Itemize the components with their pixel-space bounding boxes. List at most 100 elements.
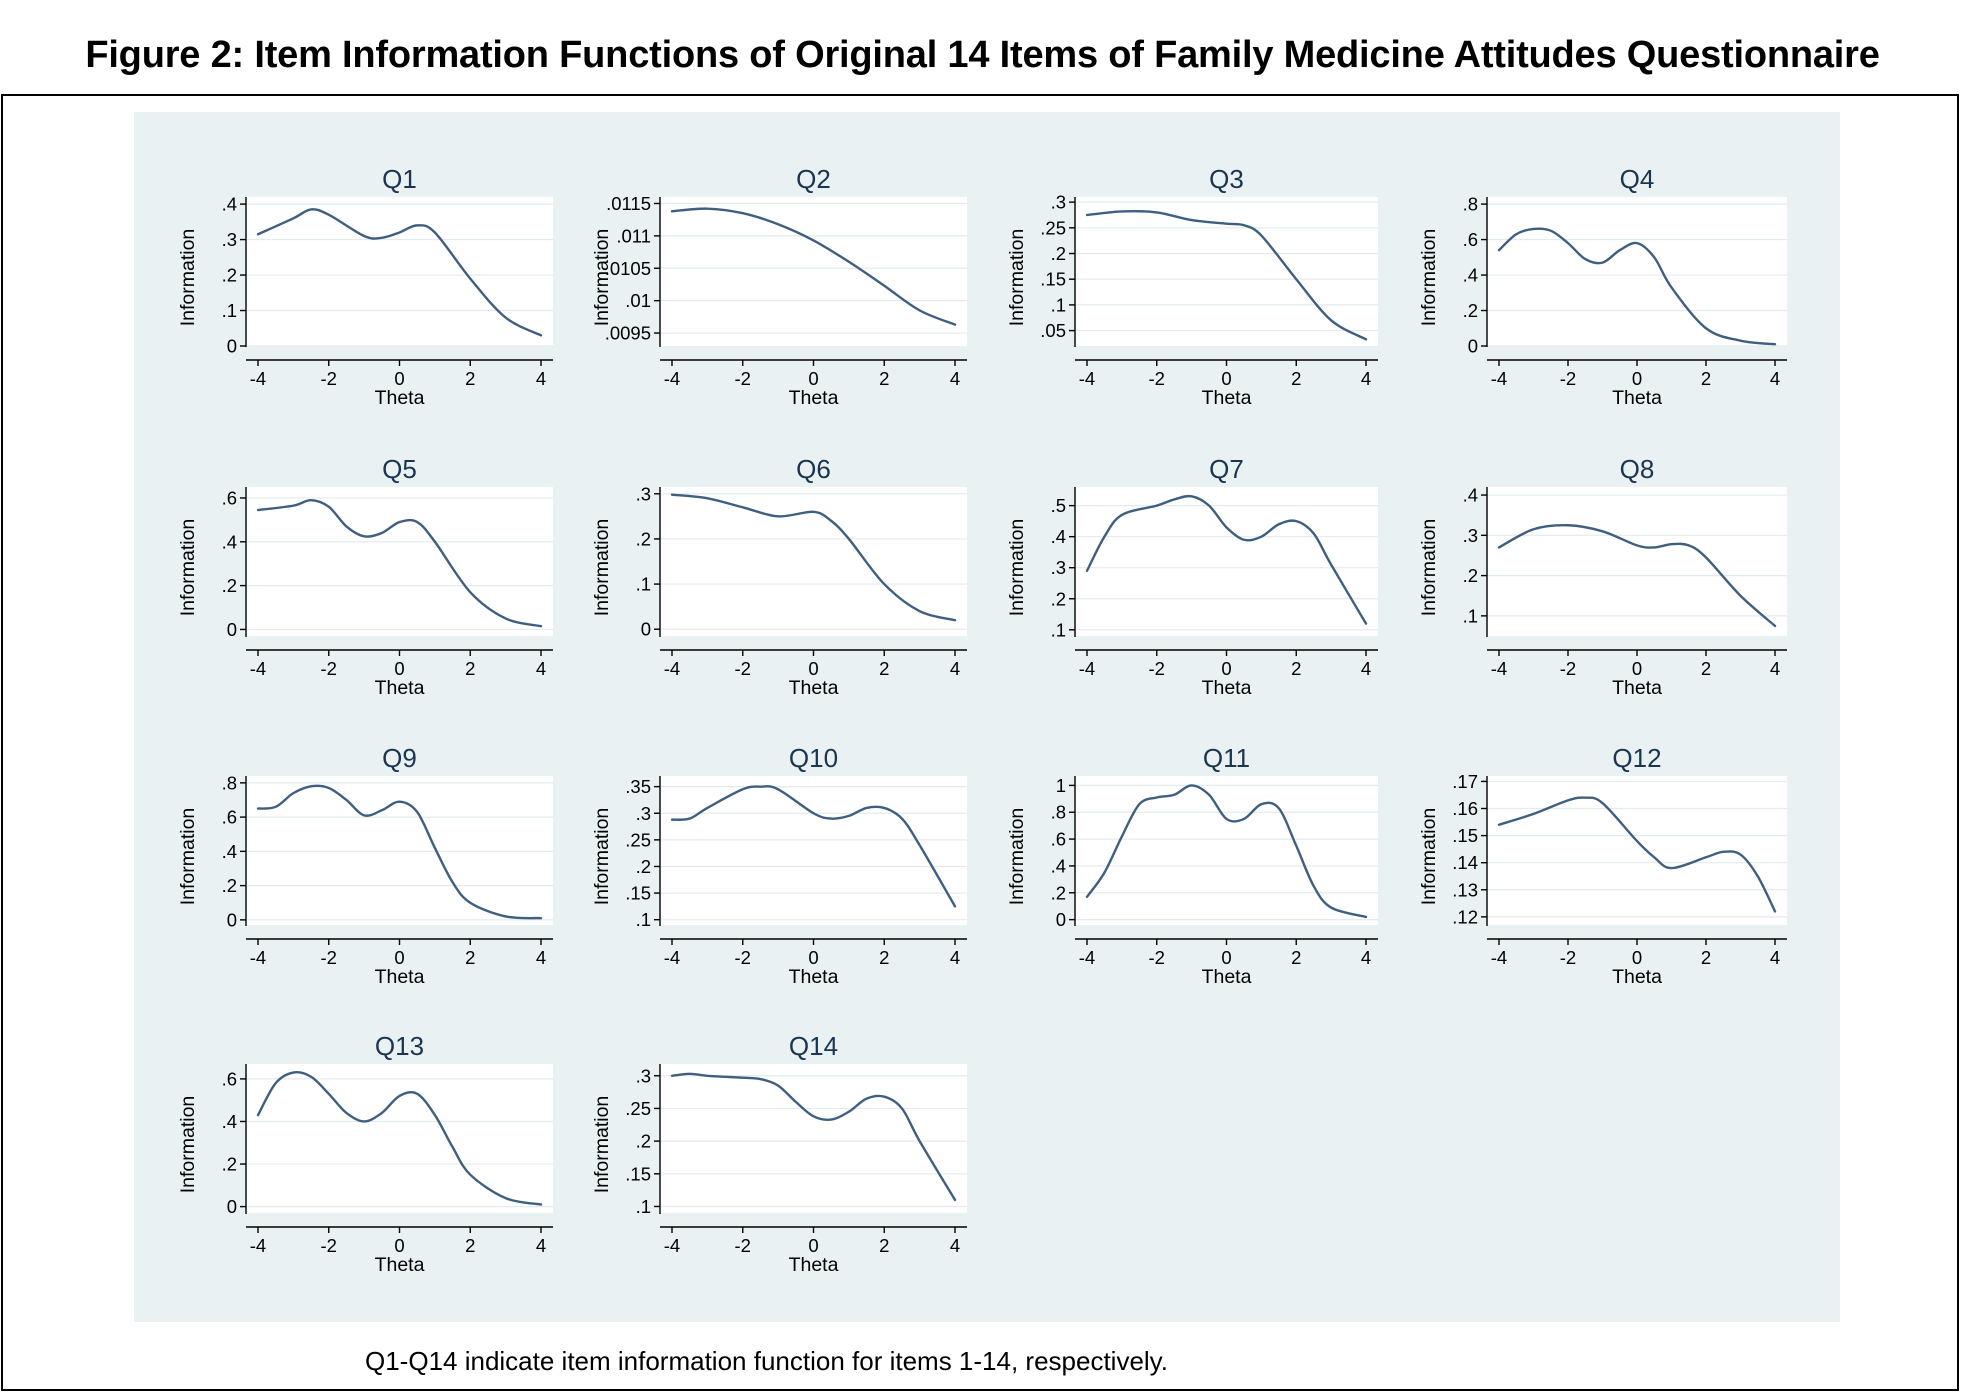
q2-xlabel: Theta [789, 387, 839, 409]
q1-ytick-label-4: .4 [222, 194, 237, 215]
figure-caption: Q1-Q14 indicate item information functio… [365, 1346, 1168, 1376]
q7-xtick-label-0: -4 [1079, 658, 1095, 679]
q6-ylabel: Information [591, 519, 613, 617]
q6-xtick-label-2: 0 [808, 658, 818, 679]
figure-title: Figure 2: Item Information Functions of … [85, 34, 1880, 76]
q4-xtick-label-4: 4 [1770, 368, 1780, 389]
q12-ytick-label-0: .12 [1452, 906, 1478, 927]
q8-xtick-label-0: -4 [1491, 658, 1507, 679]
q12-xtick-label-4: 4 [1770, 947, 1780, 968]
q7-ytick-label-0: .1 [1051, 619, 1066, 640]
q13-title: Q13 [375, 1031, 424, 1061]
q6-ytick-label-1: .1 [636, 574, 651, 595]
q2-ytick-label-0: .0095 [605, 323, 651, 344]
q8-title: Q8 [1620, 454, 1655, 484]
q2-ytick-label-4: .0115 [606, 193, 651, 214]
q5-xtick-label-4: 4 [536, 658, 546, 679]
q11-ytick-label-4: .8 [1051, 802, 1066, 823]
q11-xtick-label-3: 2 [1291, 947, 1301, 968]
q13-plot-area [246, 1064, 553, 1213]
subplot-q13: 0 .2 .4 .6 -4 -2 0 2 4 Q13 Theta Information [177, 1031, 553, 1276]
q10-xtick-label-1: -2 [735, 947, 751, 968]
q8-ytick-label-2: .3 [1463, 525, 1478, 546]
q10-xtick-label-4: 4 [950, 947, 960, 968]
q11-xlabel: Theta [1202, 966, 1252, 988]
q7-xtick-label-3: 2 [1291, 658, 1301, 679]
q9-xtick-label-2: 0 [394, 947, 404, 968]
q13-information-curve [256, 1071, 543, 1206]
q13-ytick-label-0: 0 [227, 1196, 237, 1217]
q6-xtick-label-1: -2 [735, 658, 751, 679]
subplot-q1: 0 .1 .2 .3 .4 -4 -2 0 2 4 Q1 Theta Information [177, 164, 553, 409]
q9-xtick-label-1: -2 [321, 947, 337, 968]
q7-xtick-label-4: 4 [1361, 658, 1371, 679]
q12-ytick-label-3: .15 [1452, 825, 1478, 846]
q7-information-curve [1085, 494, 1368, 625]
q11-ytick-label-5: 1 [1056, 775, 1066, 796]
q8-xtick-label-4: 4 [1770, 658, 1780, 679]
q10-ylabel: Information [591, 808, 613, 906]
q11-ylabel: Information [1006, 808, 1028, 906]
q5-xtick-label-0: -4 [250, 658, 266, 679]
q6-xlabel: Theta [789, 677, 839, 699]
q11-plot-area [1075, 776, 1378, 925]
q3-ytick-label-3: .2 [1051, 243, 1066, 264]
q4-ytick-label-3: .6 [1463, 229, 1478, 250]
q12-ytick-label-4: .16 [1452, 798, 1478, 819]
q2-ytick-label-2: .0105 [605, 258, 651, 279]
q11-xtick-label-2: 0 [1221, 947, 1231, 968]
q7-xtick-label-1: -2 [1149, 658, 1165, 679]
q4-xtick-label-2: 0 [1632, 368, 1642, 389]
q1-ylabel: Information [177, 229, 199, 327]
q9-ytick-label-2: .4 [222, 841, 237, 862]
q5-information-curve [256, 498, 543, 628]
q10-ytick-label-5: .35 [625, 776, 651, 797]
q7-xtick-label-2: 0 [1221, 658, 1231, 679]
subplot-q9: 0 .2 .4 .6 .8 -4 -2 0 2 4 Q9 Theta Information [177, 743, 553, 988]
q5-xlabel: Theta [375, 677, 425, 699]
q13-xtick-label-0: -4 [250, 1235, 266, 1256]
q2-xtick-label-3: 2 [879, 368, 889, 389]
q9-xtick-label-4: 4 [536, 947, 546, 968]
q9-xlabel: Theta [375, 966, 425, 988]
q4-ytick-label-2: .4 [1463, 265, 1478, 286]
q3-title: Q3 [1209, 164, 1244, 194]
q1-ytick-label-0: 0 [227, 336, 237, 357]
subplot-q8: .1 .2 .3 .4 -4 -2 0 2 4 Q8 Theta Information [1418, 454, 1787, 699]
q2-ylabel: Information [591, 229, 613, 327]
q12-xtick-label-0: -4 [1491, 947, 1507, 968]
q14-xtick-label-2: 0 [808, 1235, 818, 1256]
q8-ytick-label-0: .1 [1463, 605, 1478, 626]
q10-ytick-label-3: .25 [625, 829, 651, 850]
q8-ytick-label-1: .2 [1463, 565, 1478, 586]
subplot-q10: .1 .15 .2 .25 .3 .35 -4 -2 0 2 4 Q10 Theta Informatio… [591, 743, 967, 988]
q9-plot-area [246, 776, 553, 925]
q11-ytick-label-1: .2 [1051, 882, 1066, 903]
q6-plot-area [660, 487, 967, 636]
q10-xtick-label-3: 2 [879, 947, 889, 968]
q14-xlabel: Theta [789, 1254, 839, 1276]
q3-ytick-label-4: .25 [1040, 217, 1066, 238]
q3-xlabel: Theta [1202, 387, 1252, 409]
q4-ytick-label-0: 0 [1468, 336, 1478, 357]
q9-ytick-label-4: .8 [222, 772, 237, 793]
q2-ytick-label-3: .011 [616, 225, 651, 246]
q6-title: Q6 [796, 454, 831, 484]
q7-ylabel: Information [1006, 519, 1028, 617]
q10-title: Q10 [789, 743, 838, 773]
q11-ytick-label-3: .6 [1051, 829, 1066, 850]
q2-title: Q2 [796, 164, 831, 194]
q13-xlabel: Theta [375, 1254, 425, 1276]
q12-ytick-label-1: .13 [1452, 879, 1478, 900]
q14-ytick-label-4: .3 [636, 1065, 651, 1086]
q1-xtick-label-3: 2 [465, 368, 475, 389]
q14-xtick-label-1: -2 [735, 1235, 751, 1256]
subplot-q4: 0 .2 .4 .6 .8 -4 -2 0 2 4 Q4 Theta Information [1418, 164, 1787, 409]
q9-xtick-label-0: -4 [250, 947, 266, 968]
q9-ytick-label-1: .2 [222, 875, 237, 896]
q8-xtick-label-1: -2 [1560, 658, 1576, 679]
q1-ytick-label-1: .1 [222, 300, 237, 321]
q11-xtick-label-0: -4 [1079, 947, 1095, 968]
q1-information-curve [256, 208, 543, 337]
subplot-q12: .12 .13 .14 .15 .16 .17 -4 -2 0 2 4 Q12 Theta Informa… [1418, 743, 1787, 988]
